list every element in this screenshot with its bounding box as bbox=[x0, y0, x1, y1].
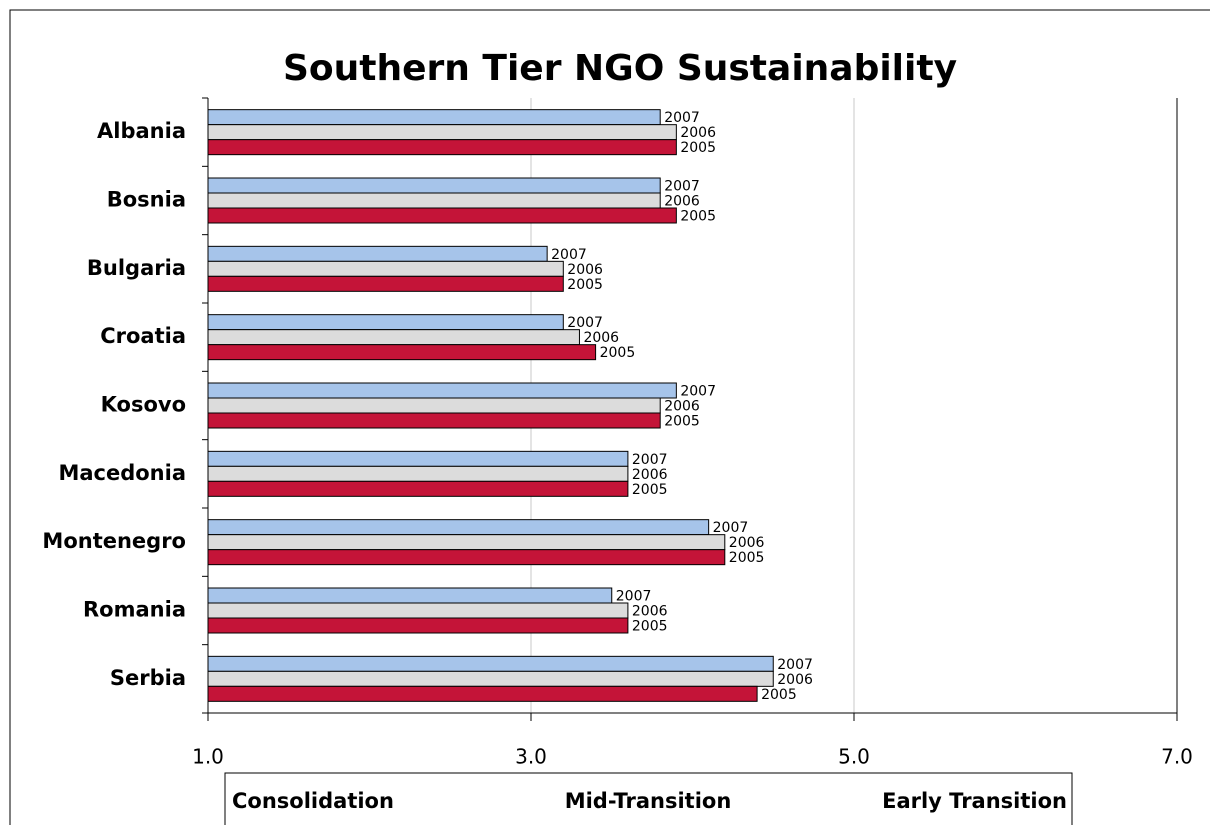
data-label: 2007 bbox=[616, 589, 652, 605]
bar bbox=[207, 192, 661, 209]
bar bbox=[207, 397, 661, 414]
data-label: 2006 bbox=[777, 672, 813, 688]
x-tick-label: 3.0 bbox=[515, 745, 547, 769]
data-label: 2005 bbox=[567, 277, 603, 293]
y-tick-label: Montenegro bbox=[42, 529, 186, 553]
data-label: 2005 bbox=[664, 414, 700, 430]
data-label: 2006 bbox=[632, 467, 668, 483]
data-label: 2007 bbox=[713, 520, 749, 536]
y-tick-label: Bulgaria bbox=[87, 256, 186, 280]
bar bbox=[207, 519, 710, 536]
x-tick-label: 5.0 bbox=[838, 745, 870, 769]
y-tick-label: Kosovo bbox=[101, 393, 186, 417]
bar bbox=[207, 617, 629, 634]
data-label: 2005 bbox=[761, 687, 797, 703]
bar bbox=[207, 124, 677, 141]
bar bbox=[207, 534, 726, 551]
bar bbox=[207, 245, 548, 262]
bar bbox=[207, 314, 564, 331]
data-label: 2005 bbox=[680, 140, 716, 156]
data-label: 2007 bbox=[632, 452, 668, 468]
bar bbox=[207, 207, 677, 224]
x-tick-label: 1.0 bbox=[192, 745, 224, 769]
bar bbox=[207, 329, 580, 346]
x-tick-label: 7.0 bbox=[1161, 745, 1193, 769]
annotation-box bbox=[224, 772, 1073, 825]
y-tick-label: Albania bbox=[97, 119, 186, 143]
data-label: 2007 bbox=[777, 657, 813, 673]
bar bbox=[207, 450, 629, 467]
bar bbox=[207, 177, 661, 194]
bar bbox=[207, 109, 661, 126]
y-tick-label: Serbia bbox=[110, 666, 186, 690]
data-label: 2006 bbox=[664, 194, 700, 210]
bar bbox=[207, 480, 629, 497]
bar bbox=[207, 655, 774, 672]
bar bbox=[207, 344, 597, 361]
bar bbox=[207, 587, 613, 604]
annotation: Mid-Transition bbox=[565, 789, 732, 813]
y-tick-label: Romania bbox=[83, 598, 186, 622]
data-label: 2007 bbox=[567, 315, 603, 331]
y-tick-label: Croatia bbox=[100, 324, 186, 348]
data-label: 2005 bbox=[729, 550, 765, 566]
bar bbox=[207, 602, 629, 619]
data-label: 2007 bbox=[551, 247, 587, 263]
data-label: 2005 bbox=[600, 345, 636, 361]
bar bbox=[207, 549, 726, 566]
data-label: 2005 bbox=[632, 619, 668, 635]
bar bbox=[207, 412, 661, 429]
data-label: 2005 bbox=[680, 209, 716, 225]
y-tick-label: Bosnia bbox=[107, 188, 186, 212]
data-label: 2006 bbox=[632, 604, 668, 620]
bar bbox=[207, 382, 677, 399]
data-label: 2006 bbox=[567, 262, 603, 278]
bar bbox=[207, 670, 774, 687]
bar bbox=[207, 139, 677, 156]
bar bbox=[207, 260, 564, 277]
data-label: 2006 bbox=[680, 125, 716, 141]
data-label: 2006 bbox=[664, 399, 700, 415]
bar bbox=[207, 465, 629, 482]
y-tick-label: Macedonia bbox=[58, 461, 186, 485]
data-label: 2005 bbox=[632, 482, 668, 498]
annotation: Early Transition bbox=[882, 789, 1067, 813]
bar bbox=[207, 685, 758, 702]
annotation: Consolidation bbox=[232, 789, 394, 813]
bar bbox=[207, 275, 564, 292]
data-label: 2006 bbox=[583, 330, 619, 346]
data-label: 2007 bbox=[664, 110, 700, 126]
data-label: 2006 bbox=[729, 535, 765, 551]
chart-title: Southern Tier NGO Sustainability bbox=[283, 48, 957, 89]
data-label: 2007 bbox=[664, 179, 700, 195]
data-label: 2007 bbox=[680, 384, 716, 400]
